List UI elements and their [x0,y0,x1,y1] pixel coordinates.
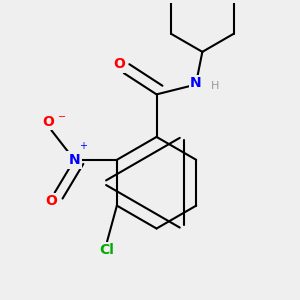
Text: +: + [80,141,88,151]
Text: O: O [46,194,57,208]
Text: O: O [113,58,125,71]
Text: O: O [42,115,54,129]
Text: N: N [190,76,202,90]
Text: H: H [211,81,219,91]
Text: N: N [68,153,80,167]
Text: Cl: Cl [100,243,115,257]
Text: −: − [58,112,66,122]
